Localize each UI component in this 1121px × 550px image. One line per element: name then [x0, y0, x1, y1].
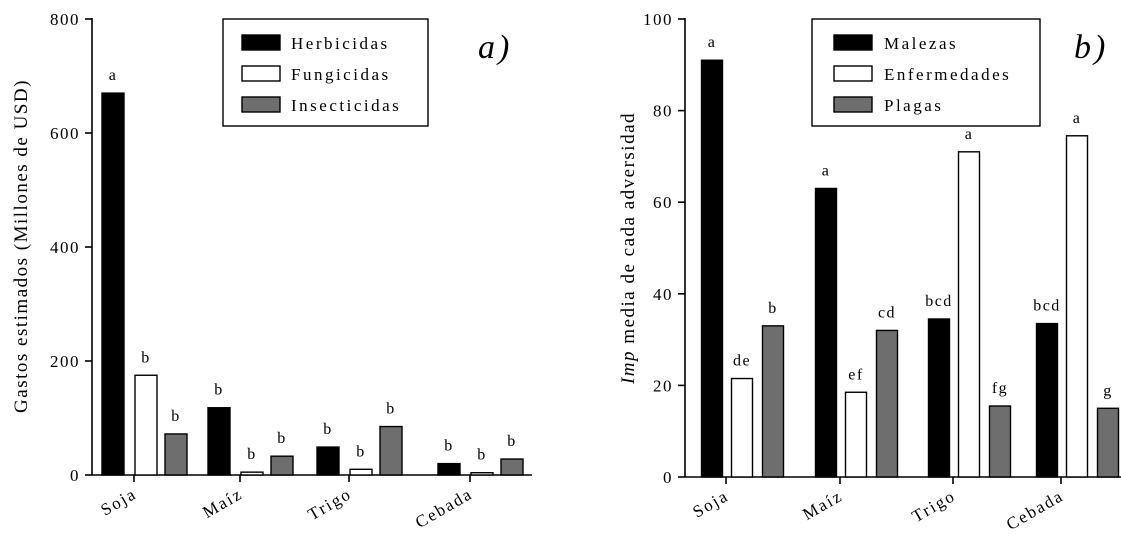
panel-a-bar	[134, 374, 158, 476]
panel-a-bar	[270, 455, 294, 476]
panel-b-legend-label: Malezas	[884, 34, 958, 53]
panel-b-y-axis-label-italic: Imp	[618, 350, 639, 385]
panel-b-bar-significance-label: cd	[878, 304, 896, 321]
panel-b-bar	[1035, 322, 1059, 478]
panel-a-bar	[379, 425, 403, 476]
panel-a-x-tick-label: Soja	[97, 484, 140, 520]
panel-b-x-tick-label: Soja	[689, 486, 732, 522]
panel-b-bar-significance-label: b	[768, 300, 778, 317]
panel-b-label: b)	[1074, 29, 1108, 66]
panel-a-x-tick-label: Cebada	[412, 484, 476, 532]
panel-b-bar-significance-label: bcd	[1033, 298, 1061, 315]
panel-b-bar-significance-label: g	[1103, 382, 1113, 399]
panel-b-bar-significance-label: ef	[848, 366, 863, 383]
panel-a-bar-significance-label: b	[477, 447, 487, 464]
panel-b-y-tick-label: 100	[643, 10, 673, 29]
panel-b-y-axis-label-rest: media de cada adversidad	[618, 112, 639, 350]
panel-a-bar-significance-label: b	[277, 430, 287, 447]
panel-a-legend-swatch	[241, 65, 281, 82]
panel-a-bar-significance-label: b	[356, 443, 366, 460]
panel-a-bar-significance-label: a	[109, 67, 118, 84]
panel-a-bar	[101, 92, 125, 476]
panel-a-bar-significance-label: b	[507, 433, 517, 450]
panel-b-bar-significance-label: de	[733, 353, 751, 370]
panel-a-x-tick-label: Maíz	[199, 484, 246, 522]
panel-b-bar	[927, 318, 951, 478]
panel-a-label: a)	[478, 29, 512, 66]
panel-b-y-axis-label: Imp media de cada adversidad	[618, 112, 639, 385]
panel-b-y-tick-label: 20	[653, 376, 673, 395]
panel-b-legend-label: Enfermedades	[884, 65, 1011, 84]
panel-b-bar	[875, 329, 899, 478]
panel-a-bar	[500, 458, 524, 476]
panel-b-legend-swatch	[833, 96, 873, 113]
panel-a-bar	[164, 433, 188, 476]
panel-b-bar	[730, 377, 754, 478]
panel-b-y-tick-label: 80	[653, 102, 673, 121]
panel-b-bar-significance-label: a	[965, 126, 974, 143]
panel-b-bar-significance-label: a	[822, 162, 831, 179]
panel-b-x-tick-label: Maíz	[799, 486, 846, 524]
panel-b-y-tick-label: 0	[663, 468, 673, 487]
panel-b-bar	[957, 151, 981, 478]
panel-b-x-tick-label: Cebada	[1003, 486, 1067, 534]
panel-a-legend-swatch	[241, 96, 281, 113]
panel-a-bar-significance-label: b	[444, 438, 454, 455]
panel-a-legend-label: Herbicidas	[291, 34, 390, 53]
panel-a-bar-significance-label: b	[323, 421, 333, 438]
panel-b-bar-significance-label: fg	[992, 380, 1008, 397]
panel-a-bar	[437, 462, 461, 476]
panel-a-bar	[240, 471, 264, 476]
panel-a-bar	[316, 446, 340, 476]
panel-a-y-tick-label: 400	[50, 238, 80, 257]
panel-a-bar	[349, 468, 373, 476]
panel-a-y-tick-label: 600	[50, 124, 80, 143]
panel-a-bar-significance-label: b	[141, 349, 151, 366]
panel-b-y-tick-label: 40	[653, 285, 673, 304]
panel-a-bar	[470, 472, 494, 476]
panel-b-legend-swatch	[833, 34, 873, 51]
panel-a-bar	[207, 407, 231, 476]
panel-b-bar-significance-label: a	[708, 34, 717, 51]
panel-b-y-tick-label: 60	[653, 193, 673, 212]
panel-b-legend-swatch	[833, 65, 873, 82]
panel-b-bar	[761, 325, 785, 478]
panel-a-y-axis-label: Gastos estimados (Millones de USD)	[11, 79, 32, 413]
panel-b-bar	[988, 405, 1012, 478]
panel-b-bar-significance-label: bcd	[925, 293, 953, 310]
panel-b-bar	[814, 187, 838, 478]
panel-a-y-tick-label: 200	[50, 352, 80, 371]
panel-a-legend-label: Insecticidas	[291, 96, 401, 115]
panel-b-bar-significance-label: a	[1073, 110, 1082, 127]
panel-b-bar	[844, 391, 868, 478]
panel-a-y-tick-label: 800	[50, 10, 80, 29]
panel-b-bar	[1065, 135, 1089, 478]
panel-a-y-tick-label: 0	[70, 466, 80, 485]
panel-a-bar-significance-label: b	[214, 382, 224, 399]
panel-a-bar-significance-label: b	[247, 446, 257, 463]
panel-a-legend-label: Fungicidas	[291, 65, 391, 84]
panel-b-bar	[1096, 407, 1120, 478]
panel-b-bar	[700, 59, 724, 478]
panel-a-chart: a) Gastos estimados (Millones de USD) 0 2…	[11, 10, 532, 532]
panel-a-bar-significance-label: b	[386, 401, 396, 418]
panel-a-legend-swatch	[241, 34, 281, 51]
panel-b-legend-label: Plagas	[884, 96, 943, 115]
panel-b-x-tick-label: Trigo	[909, 486, 959, 526]
panel-a-x-tick-label: Trigo	[305, 484, 355, 524]
panel-a-bar-significance-label: b	[171, 408, 181, 425]
panel-b-chart: b) Imp media de cada adversidad 0 20 40 60 8…	[618, 10, 1121, 534]
